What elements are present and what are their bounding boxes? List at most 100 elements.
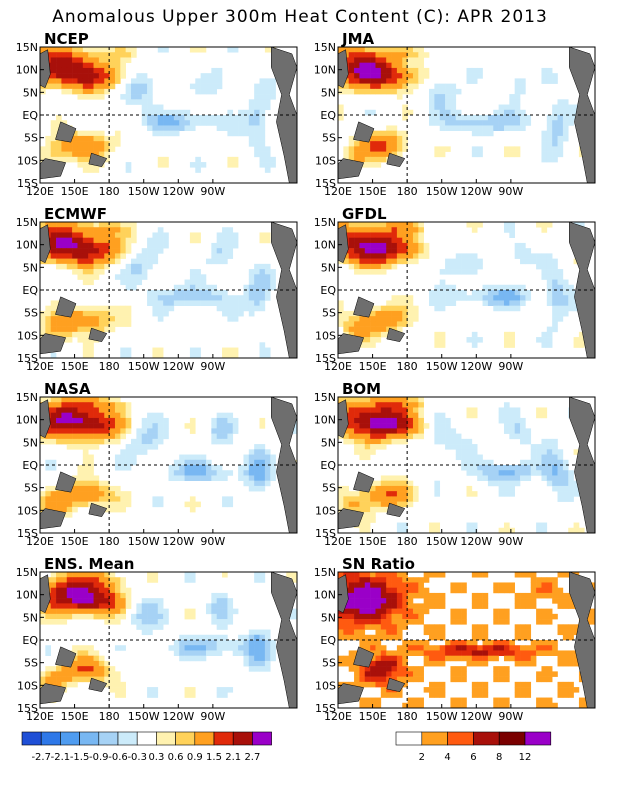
heatmap-cell	[61, 433, 68, 440]
heatmap-cell	[498, 470, 505, 476]
heatmap-cell	[477, 603, 483, 609]
heatmap-cell	[72, 603, 78, 609]
heatmap-cell	[439, 94, 446, 100]
heatmap-cell	[370, 433, 376, 440]
heatmap-cell	[530, 258, 537, 265]
heatmap-cell	[455, 253, 462, 259]
heatmap-cell	[82, 352, 89, 359]
heatmap-cell	[552, 438, 558, 445]
heatmap-cell	[114, 316, 121, 322]
heatmap-cell	[348, 428, 355, 434]
heatmap-cell	[104, 88, 110, 95]
y-tick-label: 10N	[16, 414, 38, 427]
heatmap-cell	[418, 237, 424, 244]
heatmap-cell	[61, 57, 68, 63]
heatmap-cell	[541, 470, 548, 476]
heatmap-cell	[93, 326, 100, 333]
heatmap-cell	[131, 94, 137, 100]
heatmap-cell	[429, 115, 435, 121]
heatmap-cell	[541, 337, 548, 343]
heatmap-cell	[445, 417, 451, 424]
heatmap-cell	[343, 222, 349, 228]
heatmap-cell	[407, 480, 414, 487]
heatmap-cell	[88, 603, 94, 609]
heatmap-cell	[163, 428, 169, 434]
heatmap-cell	[546, 608, 553, 615]
heatmap-cell	[423, 253, 430, 259]
heatmap-cell	[402, 702, 408, 709]
heatmap-cell	[227, 130, 234, 137]
heatmap-cell	[461, 671, 467, 677]
heatmap-cell	[104, 242, 110, 249]
heatmap-cell	[136, 88, 143, 95]
heatmap-cell	[227, 352, 234, 359]
heatmap-cell	[380, 258, 387, 265]
heatmap-cell	[232, 242, 239, 249]
heatmap-cell	[418, 671, 424, 677]
heatmap-cell	[412, 222, 419, 228]
heatmap-cell	[434, 342, 441, 348]
heatmap-cell	[77, 671, 84, 677]
heatmap-cell	[61, 417, 68, 424]
heatmap-cell	[418, 248, 424, 254]
heatmap-cell	[541, 475, 548, 481]
heatmap-cell	[391, 496, 398, 502]
heatmap-cell	[343, 438, 349, 445]
heatmap-cell	[163, 417, 169, 424]
heatmap-cell	[104, 496, 110, 502]
land-mask	[39, 46, 298, 184]
heatmap-cell	[370, 331, 376, 338]
heatmap-cell	[50, 300, 57, 306]
heatmap-cell	[56, 491, 62, 497]
heatmap-cell	[343, 428, 349, 434]
heatmap-cell	[364, 496, 371, 502]
heatmap-cell	[56, 582, 62, 588]
heatmap-cell	[546, 640, 553, 646]
heatmap-cell	[66, 587, 73, 594]
heatmap-cell	[541, 73, 548, 79]
heatmap-cell	[173, 284, 180, 291]
y-tick-label: 15S	[315, 177, 336, 190]
heatmap-cell	[370, 655, 376, 662]
heatmap-cell	[482, 629, 489, 636]
heatmap-cell	[343, 146, 349, 152]
heatmap-cell	[407, 501, 414, 508]
heatmap-cell	[375, 237, 382, 244]
heatmap-cell	[434, 83, 441, 90]
heatmap-cell	[222, 608, 228, 615]
heatmap-cell	[56, 232, 62, 238]
heatmap-cell	[380, 655, 387, 662]
heatmap-cell	[375, 135, 382, 142]
heatmap-cell	[56, 572, 62, 578]
heatmap-cell	[104, 681, 110, 688]
heatmap-cell	[82, 232, 89, 238]
heatmap-cell	[471, 73, 478, 79]
heatmap-cell	[386, 83, 392, 90]
heatmap-cell	[445, 258, 451, 265]
heatmap-cell	[402, 104, 408, 111]
heatmap-cell	[391, 660, 398, 667]
heatmap-cell	[423, 603, 430, 609]
heatmap-cell	[573, 337, 580, 343]
heatmap-cell	[455, 444, 462, 450]
heatmap-cell	[402, 407, 408, 413]
land-shape	[55, 646, 77, 668]
heatmap-cell	[461, 258, 467, 265]
heatmap-cell	[380, 485, 387, 492]
heatmap-cell	[370, 263, 376, 270]
heatmap-cell	[471, 337, 478, 343]
heatmap-cell	[429, 527, 435, 534]
heatmap-cell	[477, 120, 483, 126]
heatmap-cell	[72, 660, 78, 667]
heatmap-cell	[536, 253, 542, 259]
heatmap-cell	[98, 666, 105, 672]
heatmap-cell	[120, 316, 126, 322]
heatmap-cell	[562, 650, 569, 656]
heatmap-cell	[386, 650, 392, 656]
heatmap-cell	[189, 352, 196, 359]
heatmap-cell	[259, 454, 266, 461]
heatmap-cell	[348, 263, 355, 270]
heatmap-cell	[493, 671, 499, 677]
heatmap-cell	[238, 650, 244, 656]
heatmap-cell	[503, 342, 510, 348]
